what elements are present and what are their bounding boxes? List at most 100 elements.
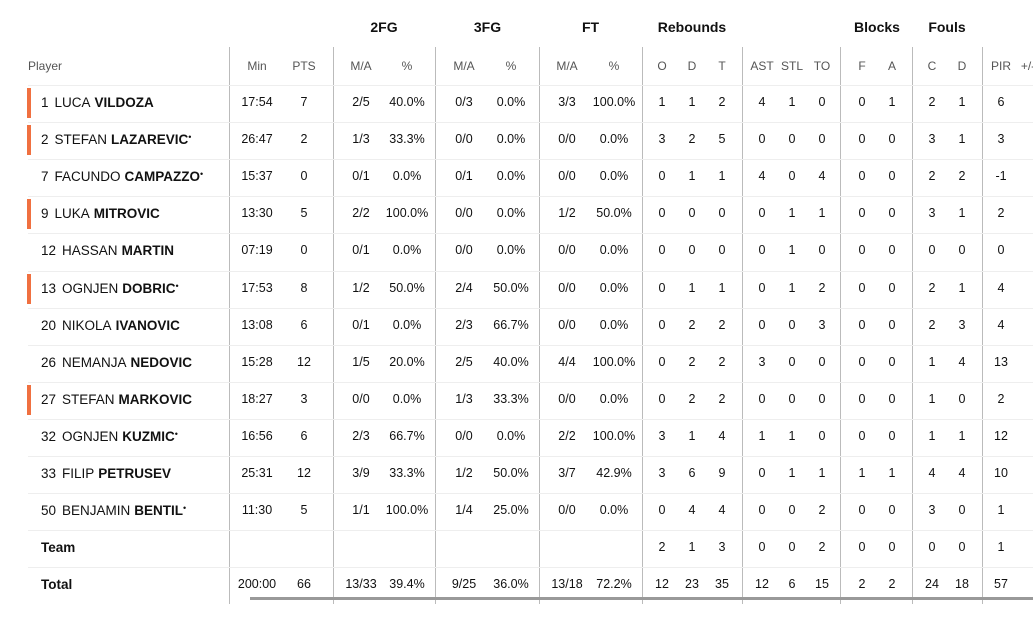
stat-cell: 1/2 [352,280,370,295]
stat-cell: 6 [997,95,1005,109]
stat-cell: 1 [788,206,796,221]
column-divider [742,47,743,604]
stat-cell: 50.0% [596,206,632,221]
stat-cell: 1 [888,466,896,480]
player-flag: • [175,280,179,291]
stat-cell: 13:30 [241,206,273,221]
stat-cell: 0 [300,169,308,184]
stat-cell: 0 [858,354,866,369]
stat-cell: 0 [758,132,766,147]
stat-cell: 0 [888,540,896,555]
stat-cell: 2 [997,206,1005,221]
column-header: Player [28,59,63,73]
stat-cell: 0.0% [392,391,422,406]
stat-cell: 12 [655,577,669,592]
stat-cell: 0/0 [558,391,576,406]
stat-cell: 12 [297,466,311,480]
player-name-part: OGNJEN [62,280,119,296]
player-flag: • [174,428,178,439]
stat-cell: 13/18 [551,577,583,592]
stat-cell: 6 [788,577,796,592]
player-name-part: NIKOLA [62,317,112,333]
stat-cell: 3 [997,132,1005,147]
stat-cell: 5 [300,206,308,221]
player-name-part: HASSAN [62,243,118,259]
stat-cell: 4/4 [558,354,576,369]
column-header: T [718,59,726,73]
stat-cell: 6 [300,317,308,332]
stat-cell: 1 [658,95,666,109]
group-header: Rebounds [657,19,727,35]
stat-cell: 2 [658,540,666,555]
stat-cell: 2/3 [455,317,473,332]
stat-cell: 66 [297,577,311,592]
player-name-part: STEFAN [62,391,115,407]
stat-cell: 50.0% [389,280,425,295]
stat-cell: 0 [858,280,866,295]
stat-cell: 0/1 [455,169,473,184]
stat-cell: 0 [928,540,936,555]
column-header: A [887,59,897,73]
stat-cell: 3 [928,503,936,518]
stat-cell: 3 [658,466,666,480]
stat-cell: 0 [658,391,666,406]
player-name-part: 20 [41,317,57,333]
player-name-part: 13 [41,280,57,296]
stat-cell: 0/0 [455,132,473,147]
stat-cell: 2/2 [352,206,370,221]
stat-cell: 200:00 [237,577,277,592]
player-name-part: 1 [41,95,49,110]
stat-cell: 3/9 [352,466,370,480]
stat-cell: 2 [718,391,726,406]
stat-cell: 0 [658,206,666,221]
stat-cell: 4 [688,503,696,518]
stat-cell: 72.2% [596,577,632,592]
stat-cell: 3 [300,391,308,406]
stat-cell: 15:37 [241,169,273,184]
stat-cell: 2/5 [352,95,370,109]
stat-cell: 2 [688,132,696,147]
stat-cell: 0 [788,503,796,518]
stat-cell: 0.0% [392,317,422,332]
column-header: STL [780,59,804,73]
player-name-part: 9 [41,206,49,222]
stat-cell: 3/7 [558,466,576,480]
player-name: 32 OGNJEN KUZMIC• [41,429,178,444]
stat-cell: 2/2 [558,428,576,443]
stat-cell: 0 [818,95,826,109]
total-underline [250,597,1033,600]
stat-cell: 40.0% [493,354,529,369]
stat-cell: 1 [818,206,826,221]
stat-cell: 35 [715,577,729,592]
group-header: Blocks [854,19,900,35]
column-header: +/- [1020,59,1033,73]
stat-cell: 0 [888,280,896,295]
stat-cell: 2/3 [352,428,370,443]
stat-cell: 1 [958,280,966,295]
column-header: Min [247,59,267,73]
stat-cell: 0.0% [599,169,629,184]
player-name: 50 BENJAMIN BENTIL• [41,503,186,518]
stat-cell: 11:30 [241,503,273,518]
column-divider [333,47,334,604]
stat-cell: 1/4 [455,503,473,518]
stat-cell: 2 [997,391,1005,406]
stat-cell: 4 [758,169,766,184]
stat-cell: 4 [997,280,1005,295]
stat-cell: 1 [788,428,796,443]
stat-cell: 50.0% [493,280,529,295]
column-divider [229,47,230,604]
stat-cell: 4 [928,466,936,480]
stat-cell: 0/0 [558,503,576,518]
stat-cell: 66.7% [493,317,529,332]
row-divider [28,307,1033,309]
stat-cell: 0/0 [455,243,473,258]
stat-cell: 18 [955,577,969,592]
stat-cell: 0/0 [558,132,576,147]
player-name: 27 STEFAN MARKOVIC [41,392,192,407]
row-divider [28,85,1033,86]
stat-cell: 0.0% [496,132,526,147]
stat-cell: 3 [718,540,726,555]
column-header: % [401,59,413,73]
row-divider [28,233,1033,235]
